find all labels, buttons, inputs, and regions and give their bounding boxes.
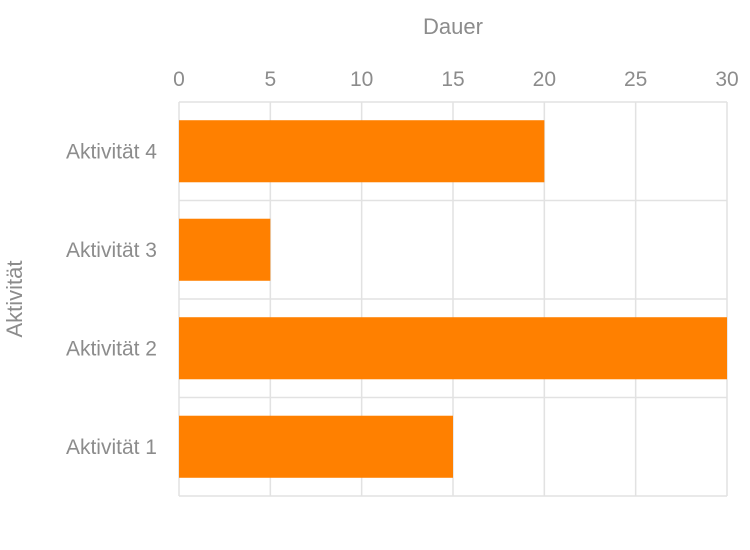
y-axis-title: Aktivität bbox=[2, 260, 27, 337]
x-tick-label: 5 bbox=[264, 68, 276, 91]
bar-aktivit-t-3 bbox=[179, 218, 271, 281]
category-label: Aktivität 3 bbox=[66, 239, 157, 262]
bar-aktivit-t-4 bbox=[179, 120, 545, 183]
x-tick-labels: 0 5 10 15 20 25 30 bbox=[173, 68, 739, 91]
x-axis-title: Dauer bbox=[423, 14, 483, 39]
x-tick-label: 25 bbox=[624, 68, 647, 91]
bars bbox=[179, 120, 727, 478]
category-label: Aktivität 1 bbox=[66, 436, 157, 459]
category-label: Aktivität 2 bbox=[66, 337, 157, 360]
x-tick-label: 15 bbox=[441, 68, 464, 91]
x-tick-label: 30 bbox=[715, 68, 738, 91]
x-tick-label: 20 bbox=[533, 68, 556, 91]
bar-aktivit-t-1 bbox=[179, 415, 453, 478]
x-tick-label: 10 bbox=[350, 68, 373, 91]
x-tick-label: 0 bbox=[173, 68, 185, 91]
bar-aktivit-t-2 bbox=[179, 317, 727, 380]
category-label: Aktivität 4 bbox=[66, 140, 157, 163]
category-labels: Aktivität 1 Aktivität 2 Aktivität 3 Aktivit… bbox=[66, 140, 157, 459]
